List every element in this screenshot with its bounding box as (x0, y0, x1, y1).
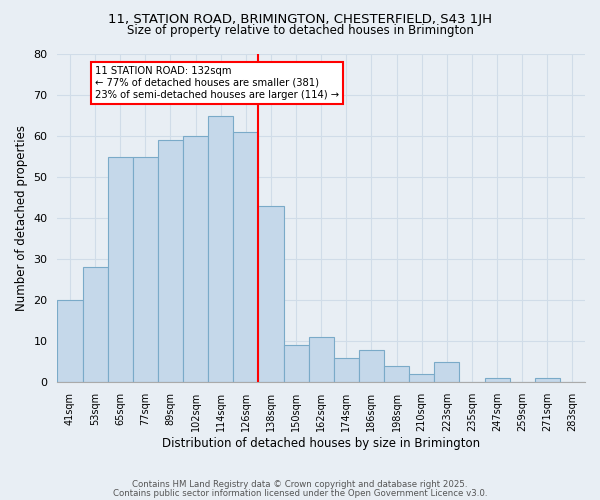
Bar (259, 206, 284, 382)
Bar (384, 366, 409, 382)
Text: Size of property relative to detached houses in Brimington: Size of property relative to detached ho… (127, 24, 473, 37)
Bar (83, 268, 107, 382)
Bar (58, 300, 83, 382)
Bar (409, 374, 434, 382)
Text: Contains HM Land Registry data © Crown copyright and database right 2025.: Contains HM Land Registry data © Crown c… (132, 480, 468, 489)
Bar (334, 358, 359, 382)
Bar (535, 378, 560, 382)
Bar (359, 350, 384, 382)
Bar (233, 132, 259, 382)
Bar (158, 140, 183, 382)
Bar (183, 136, 208, 382)
Bar (485, 378, 509, 382)
Bar (107, 156, 133, 382)
Bar (308, 337, 334, 382)
Bar (133, 156, 158, 382)
Bar (208, 116, 233, 382)
Text: 11, STATION ROAD, BRIMINGTON, CHESTERFIELD, S43 1JH: 11, STATION ROAD, BRIMINGTON, CHESTERFIE… (108, 12, 492, 26)
Text: Contains public sector information licensed under the Open Government Licence v3: Contains public sector information licen… (113, 488, 487, 498)
Y-axis label: Number of detached properties: Number of detached properties (15, 125, 28, 311)
Text: 11 STATION ROAD: 132sqm
← 77% of detached houses are smaller (381)
23% of semi-d: 11 STATION ROAD: 132sqm ← 77% of detache… (95, 66, 339, 100)
X-axis label: Distribution of detached houses by size in Brimington: Distribution of detached houses by size … (162, 437, 480, 450)
Bar (284, 346, 308, 383)
Bar (434, 362, 460, 382)
